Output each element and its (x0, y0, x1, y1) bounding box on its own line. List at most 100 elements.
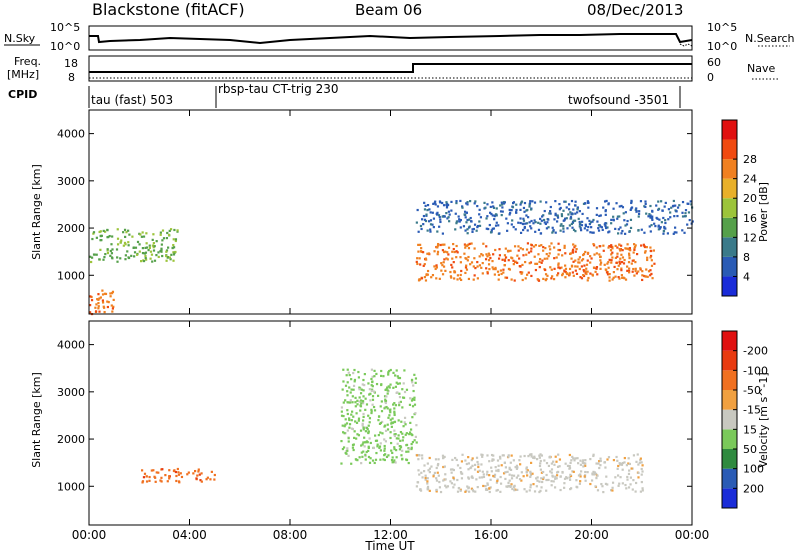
echo-cell (95, 303, 98, 306)
noise-left-label: N.Sky (4, 32, 36, 45)
echo-cell (97, 301, 100, 305)
echo-cell (536, 476, 539, 479)
echo-cell (621, 229, 624, 233)
echo-cell (546, 274, 549, 277)
echo-cell (620, 267, 623, 270)
echo-cell (574, 250, 577, 253)
colorbar-tick-label: -15 (743, 404, 761, 417)
echo-cell (148, 244, 151, 247)
echo-cell (346, 447, 349, 450)
echo-cell (529, 473, 533, 477)
echo-cell (614, 275, 617, 278)
echo-cell (529, 261, 533, 264)
echo-cell (643, 251, 647, 254)
echo-cell (644, 205, 647, 209)
echo-cell (383, 395, 387, 398)
echo-cell (563, 246, 566, 249)
echo-cell (569, 216, 573, 219)
echo-cell (480, 463, 483, 466)
echo-cell (353, 430, 356, 433)
echo-cell (584, 270, 587, 273)
echo-cell (436, 211, 439, 214)
echo-cell (512, 474, 516, 477)
echo-cell (524, 260, 527, 264)
echo-cell (520, 479, 523, 482)
echo-cell (560, 223, 563, 226)
echo-cell (525, 273, 529, 276)
echo-cell (594, 270, 597, 273)
echo-cell (467, 255, 470, 259)
echo-cell (486, 482, 489, 485)
echo-cell (509, 249, 512, 252)
echo-cell (350, 388, 353, 391)
echo-cell (173, 228, 176, 232)
echo-cell (584, 479, 587, 482)
echo-cell (363, 441, 366, 444)
echo-cell (587, 225, 590, 229)
echo-cell (348, 418, 351, 422)
echo-cell (541, 215, 544, 218)
echo-cell (143, 252, 147, 255)
echo-cell (499, 482, 503, 485)
echo-cell (379, 458, 382, 461)
echo-cell (387, 371, 390, 374)
echo-cell (687, 211, 691, 214)
echo-cell (626, 247, 630, 250)
echo-cell (157, 251, 160, 254)
echo-cell (123, 228, 127, 231)
echo-cell (607, 266, 610, 269)
echo-cell (168, 477, 171, 480)
echo-cell (539, 468, 542, 471)
echo-cell (615, 261, 618, 264)
echo-cell (426, 487, 429, 490)
echo-cell (470, 487, 473, 490)
echo-cell (411, 416, 414, 419)
echo-cell (630, 467, 633, 470)
echo-cell (453, 271, 457, 274)
echo-cell (650, 215, 653, 218)
echo-cell (471, 228, 474, 231)
echo-cell (115, 248, 119, 251)
echo-cell (591, 473, 594, 476)
echo-cell (435, 477, 438, 480)
echo-cell (362, 378, 365, 382)
echo-cell (662, 216, 665, 220)
echo-cell (617, 484, 620, 487)
colorbar-swatch (722, 488, 737, 508)
echo-cell (364, 454, 367, 458)
echo-cell (649, 256, 652, 259)
echo-cell (473, 463, 477, 466)
echo-cell (556, 274, 559, 277)
echo-cell (599, 255, 602, 258)
echo-cell (94, 310, 98, 313)
echo-cell (417, 458, 420, 461)
echo-cell (499, 204, 502, 207)
echo-cell (649, 269, 652, 272)
echo-cell (152, 249, 156, 252)
echo-cell (426, 273, 429, 276)
echo-cell (534, 262, 537, 265)
echo-cell (116, 243, 120, 246)
echo-cell (384, 401, 387, 405)
echo-cell (488, 487, 491, 490)
echo-cell (110, 243, 113, 246)
echo-cell (432, 202, 435, 205)
echo-cell (580, 265, 583, 268)
echo-cell (436, 250, 440, 253)
echo-cell (464, 244, 467, 247)
echo-cell (472, 278, 475, 281)
echo-cell (652, 249, 655, 252)
echo-cell (560, 213, 563, 216)
echo-cell (367, 431, 370, 435)
echo-cell (500, 464, 503, 467)
colorbar-frame (721, 330, 738, 509)
echo-cell (536, 278, 539, 281)
echo-cell (617, 232, 620, 235)
power-heatmap (89, 199, 694, 316)
echo-cell (556, 220, 559, 223)
echo-cell (436, 244, 440, 247)
y-tick-label: 4000 (57, 339, 85, 352)
echo-cell (356, 403, 359, 406)
echo-cell (373, 390, 376, 393)
echo-cell (612, 207, 615, 210)
